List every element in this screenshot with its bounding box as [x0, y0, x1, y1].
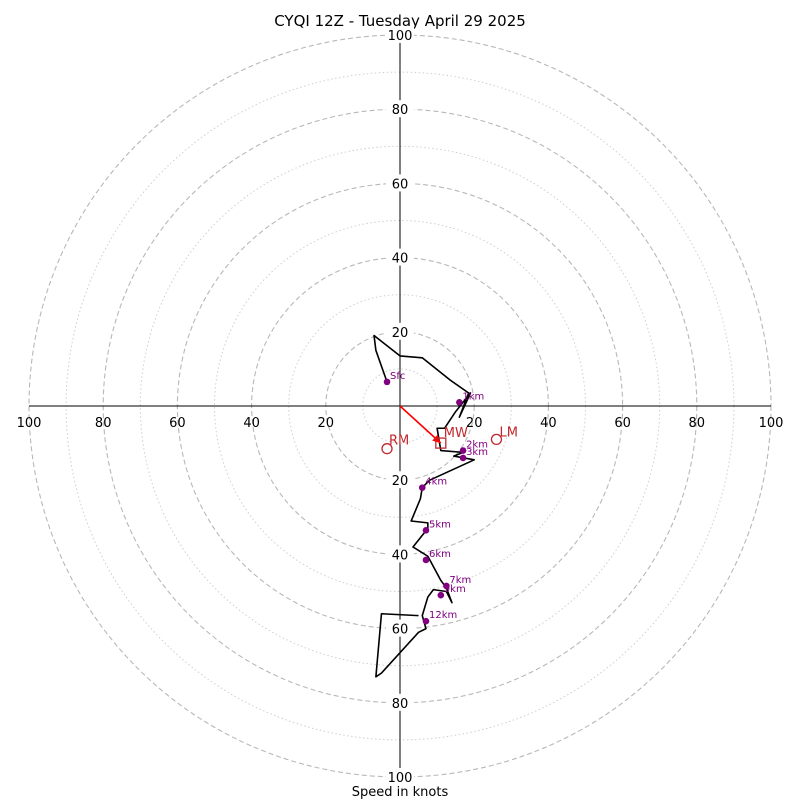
wind-trace-line — [373, 334, 476, 678]
x-axis-label: Speed in knots — [352, 785, 449, 800]
tick-label-bg — [386, 471, 414, 489]
height-marker-7km — [443, 582, 450, 590]
height-label-7km: 7km — [449, 575, 471, 586]
height-label-2km: 2km — [466, 440, 488, 451]
tick-label-bg — [386, 322, 414, 340]
tick-labels: 20 20 20 20 40 40 40 40 60 60 60 60 80 80 80 80 100 100 10… — [17, 26, 784, 786]
height-marker-6km — [422, 556, 430, 564]
tick-label-bg — [386, 174, 414, 192]
mean-wind-label: MW — [444, 426, 468, 441]
tick-label-bg — [386, 693, 414, 711]
height-label-3km: 3km — [466, 447, 488, 458]
height-label-1km: 1km — [462, 391, 484, 402]
height-marker-5km — [422, 526, 430, 534]
tick-label-x-left: 20 — [318, 416, 335, 431]
chart-title: CYQI 12Z - Tuesday April 29 2025 — [274, 12, 526, 30]
height-marker-2km — [459, 447, 467, 454]
tick-label-x-left: 100 — [17, 416, 42, 431]
tick-label-bg — [386, 619, 414, 637]
height-marker-sfc — [383, 378, 391, 386]
height-label-9km: 9km — [444, 584, 466, 595]
height-marker-12km — [422, 617, 430, 625]
height-label-6km: 6km — [429, 549, 451, 560]
right-mover-label: RM — [389, 434, 409, 449]
tick-label-bg — [386, 248, 414, 266]
tick-label-bg — [386, 768, 414, 785]
tick-label-y-down: 60 — [392, 623, 409, 638]
tick-label-bg — [386, 26, 414, 43]
height-marker-1km — [456, 398, 463, 406]
tick-label-y-up: 80 — [392, 103, 409, 118]
tick-label-x-right: 40 — [540, 416, 557, 431]
right-mover-marker — [381, 443, 393, 455]
tick-label-x-right: 60 — [614, 416, 631, 431]
mean-wind-marker — [435, 437, 447, 449]
tick-label-x-right: 80 — [689, 416, 706, 431]
tick-label-x-left: 80 — [95, 416, 112, 431]
left-mover-label: LM — [499, 425, 517, 440]
tick-label-y-down: 100 — [388, 771, 413, 786]
mean-wind-vector — [399, 405, 442, 444]
tick-label-y-down: 80 — [392, 697, 409, 712]
height-label-sfc: Sfc — [390, 371, 405, 382]
tick-label-y-up: 20 — [392, 326, 409, 341]
tick-label-y-up: 60 — [392, 177, 409, 192]
tick-label-y-up: 40 — [392, 252, 409, 267]
storm-motion-group: MW RM LM — [381, 405, 518, 455]
tick-label-x-right: 100 — [759, 416, 784, 431]
height-label-12km: 12km — [429, 610, 457, 621]
tick-label-x-left: 60 — [169, 416, 186, 431]
tick-label-x-right: 20 — [466, 416, 483, 431]
height-marker-9km — [437, 591, 445, 599]
mean-wind-arrowhead — [432, 434, 441, 444]
height-label-5km: 5km — [429, 519, 451, 530]
tick-label-bg — [386, 545, 414, 563]
height-marker-3km — [459, 454, 467, 462]
tick-label-bg — [386, 100, 414, 118]
wind-trace-group — [373, 334, 476, 678]
left-mover-marker — [490, 433, 503, 446]
height-label-4km: 4km — [425, 477, 447, 488]
height-marker-4km — [418, 484, 426, 491]
tick-label-y-up: 100 — [388, 29, 413, 44]
tick-label-y-down: 20 — [392, 474, 409, 489]
tick-label-y-down: 40 — [392, 548, 409, 563]
tick-label-x-left: 40 — [243, 416, 260, 431]
